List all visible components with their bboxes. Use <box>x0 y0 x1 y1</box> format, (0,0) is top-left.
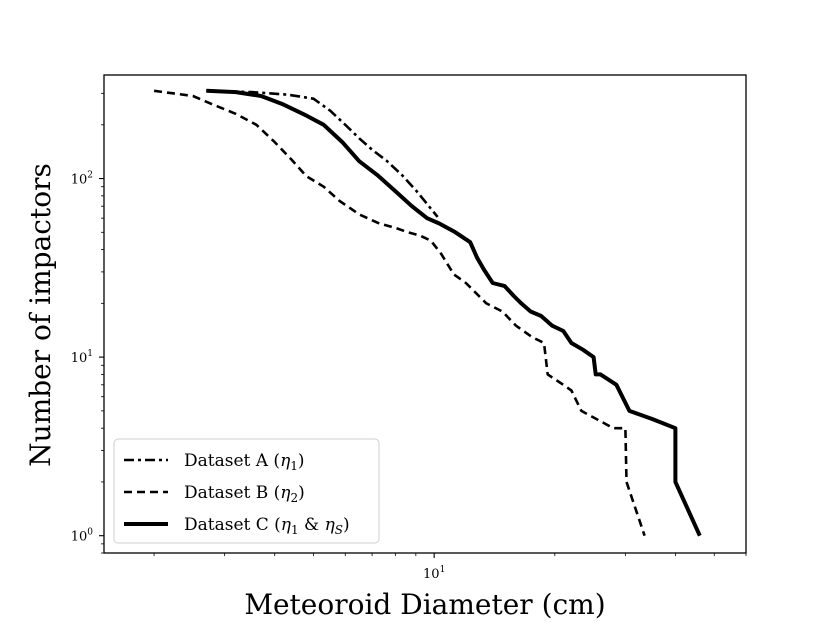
y-tick-label-3: 102 <box>71 171 93 188</box>
legend: Dataset A (η1) Dataset B (η2) Dataset C (η… <box>113 438 380 544</box>
ticks-layer: 100 101 102 101 <box>71 92 747 582</box>
legend-label-1: Dataset A (η1) <box>184 451 305 473</box>
x-axis-title: Meteoroid Diameter (cm) <box>244 588 605 621</box>
series-line-2 <box>153 89 646 537</box>
series-layer <box>153 88 702 537</box>
legend-label-2: Dataset B (η2) <box>184 483 305 505</box>
y-tick-label-2: 101 <box>71 349 93 366</box>
series-line-3 <box>206 88 702 537</box>
series-line-1 <box>206 89 439 218</box>
legend-box <box>113 438 380 544</box>
plot-frame <box>103 74 747 554</box>
y-axis-title: Number of impactors <box>24 163 57 467</box>
y-tick-label-1: 100 <box>71 528 94 545</box>
x-tick-label-1: 101 <box>423 565 445 582</box>
legend-label-3: Dataset C (η1 & ηS) <box>184 515 350 537</box>
